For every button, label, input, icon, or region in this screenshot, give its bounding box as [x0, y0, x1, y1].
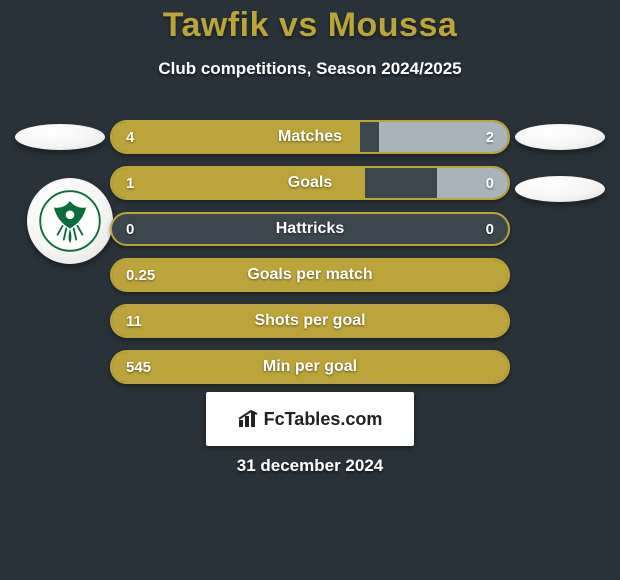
player-left-badge	[15, 124, 105, 150]
stat-row: Shots per goal11	[110, 304, 510, 338]
player-right-badge	[515, 124, 605, 150]
stat-row: Matches4 2	[110, 120, 510, 154]
comparison-title: Tawfik vs Moussa	[0, 0, 620, 45]
stat-row: Min per goal545	[110, 350, 510, 384]
brand-chart-icon	[238, 410, 260, 428]
stat-value-left: 11	[126, 306, 142, 336]
stat-value-right: 0	[486, 214, 494, 244]
stat-row: Hattricks0 0	[110, 212, 510, 246]
club-logo-icon	[39, 190, 101, 252]
stat-value-left: 0	[126, 214, 134, 244]
stat-value-left: 1	[126, 168, 134, 198]
stat-label: Min per goal	[112, 352, 508, 382]
brand-text: FcTables.com	[264, 409, 383, 430]
stat-label: Shots per goal	[112, 306, 508, 336]
stat-value-left: 545	[126, 352, 151, 382]
snapshot-date: 31 december 2024	[0, 456, 620, 476]
comparison-subtitle: Club competitions, Season 2024/2025	[0, 59, 620, 79]
brand-box: FcTables.com	[206, 392, 414, 446]
stat-value-right: 0	[486, 168, 494, 198]
stat-value-left: 4	[126, 122, 134, 152]
stat-label: Hattricks	[112, 214, 508, 244]
player-right-club-badge	[515, 176, 605, 202]
stat-label: Goals	[112, 168, 508, 198]
stat-row: Goals per match0.25	[110, 258, 510, 292]
stat-value-right: 2	[486, 122, 494, 152]
stat-value-left: 0.25	[126, 260, 155, 290]
stat-row: Goals1 0	[110, 166, 510, 200]
stat-label: Goals per match	[112, 260, 508, 290]
stat-label: Matches	[112, 122, 508, 152]
stats-panel: Matches42Goals10Hattricks00Goals per mat…	[110, 120, 510, 396]
player-left-club-badge	[27, 178, 113, 264]
